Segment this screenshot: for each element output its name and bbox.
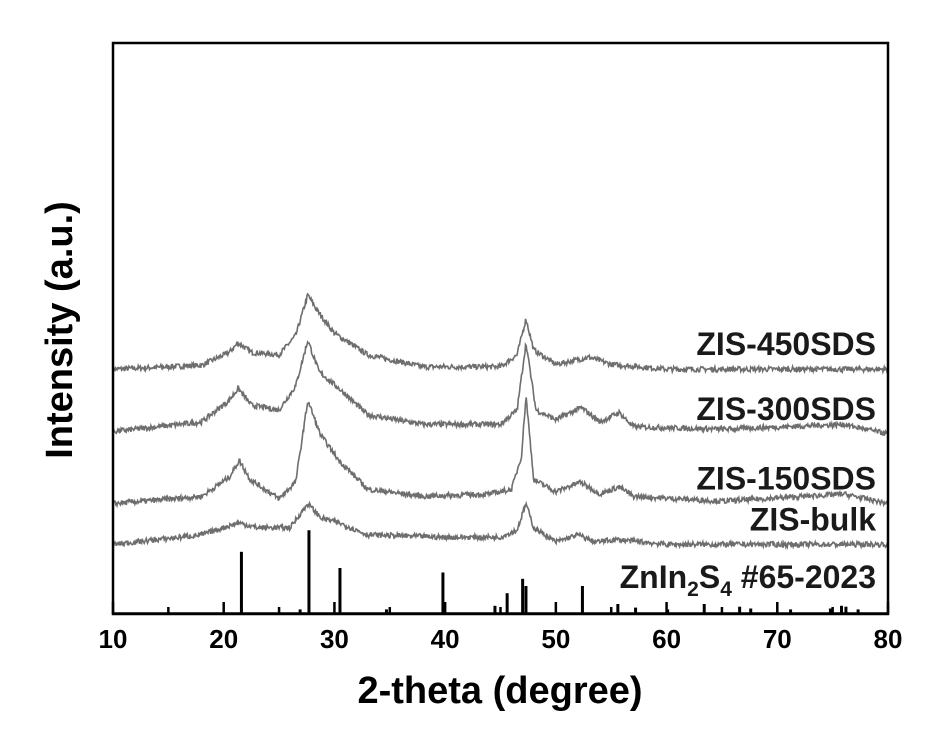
x-tick-label-80: 80 bbox=[874, 624, 903, 654]
x-axis-title: 2-theta (degree) bbox=[357, 670, 642, 712]
series-labels: ZIS-450SDS ZIS-300SDS ZIS-150SDS ZIS-bulk bbox=[696, 326, 876, 537]
series-label-4: ZIS-bulk bbox=[750, 501, 876, 537]
series-label-2: ZIS-300SDS bbox=[696, 391, 876, 427]
series-label-3: ZIS-150SDS bbox=[696, 461, 876, 497]
series-label-1: ZIS-450SDS bbox=[696, 326, 876, 362]
x-axis-ticks: 10 20 30 40 50 60 70 80 bbox=[99, 602, 903, 654]
reference-label: ZnIn2S4 #65-2023 bbox=[620, 559, 876, 601]
x-tick-label-70: 70 bbox=[763, 624, 792, 654]
y-axis-title: Intensity (a.u.) bbox=[39, 201, 81, 459]
x-tick-label-40: 40 bbox=[431, 624, 460, 654]
x-tick-label-20: 20 bbox=[209, 624, 238, 654]
x-tick-label-50: 50 bbox=[541, 624, 570, 654]
x-tick-label-10: 10 bbox=[99, 624, 128, 654]
x-tick-label-60: 60 bbox=[652, 624, 681, 654]
x-tick-label-30: 30 bbox=[320, 624, 349, 654]
